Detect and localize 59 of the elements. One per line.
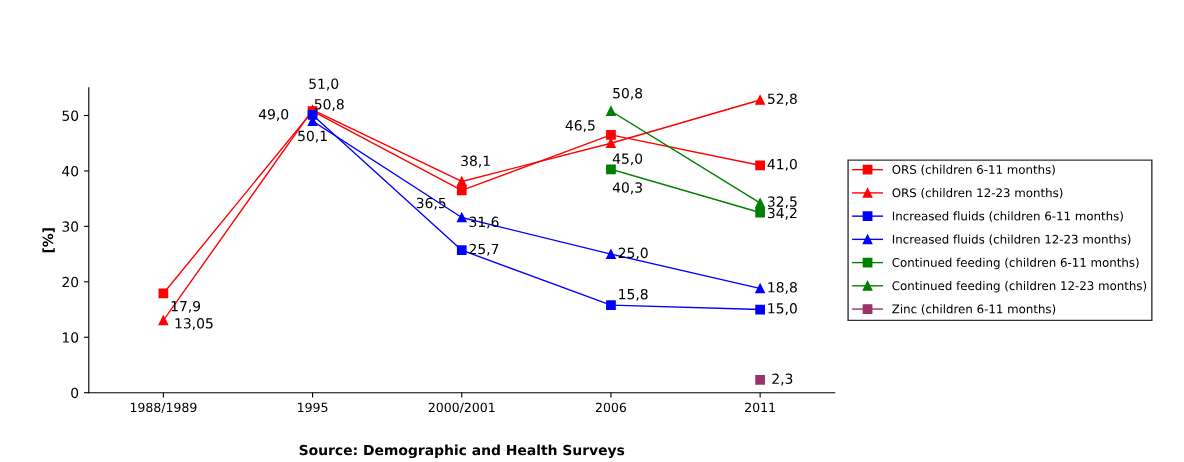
point	[755, 207, 765, 218]
data-label: 41,0	[767, 158, 797, 171]
y-tick-label: 30	[62, 221, 79, 232]
point	[755, 198, 765, 208]
data-label: 25,0	[618, 247, 648, 260]
point	[606, 106, 616, 116]
x-tick-label: 1995	[298, 402, 328, 413]
data-label: 46,5	[565, 120, 595, 133]
y-tick-label: 40	[62, 165, 79, 177]
data-label: 34,2	[767, 207, 797, 220]
data-label: 45,0	[612, 153, 643, 166]
point	[456, 176, 467, 187]
point	[606, 300, 616, 310]
y-tick-label: 10	[62, 332, 79, 343]
data-label: 50,1	[298, 130, 327, 143]
x-tick-label: 1988/1989	[130, 402, 197, 414]
data-label: 40,3	[612, 182, 642, 195]
point	[606, 164, 616, 175]
data-label: 25,7	[469, 243, 499, 256]
legend-label: Increased fluids (children 12-23 months)	[892, 234, 1131, 246]
point	[456, 212, 467, 223]
x-tick-label: 2011	[745, 402, 775, 413]
legend-label: Zinc (children 6-11 months)	[892, 304, 1056, 315]
point	[606, 130, 616, 140]
legend-label: ORS (children 6-11 months)	[892, 164, 1055, 176]
point	[456, 185, 467, 196]
data-label: 50,8	[613, 87, 643, 100]
point	[755, 283, 765, 294]
point	[755, 95, 765, 105]
point	[606, 249, 616, 259]
point	[158, 315, 169, 326]
x-tick-label: 2006	[595, 402, 627, 413]
y-axis-title: [%]	[42, 228, 55, 253]
legend-label: ORS (children 12-23 months)	[892, 188, 1063, 199]
data-label: 15,0	[768, 303, 797, 315]
x-tick-label: 2000/2001	[428, 402, 495, 414]
point	[755, 160, 765, 171]
y-tick-label: 20	[62, 276, 79, 288]
point	[456, 245, 467, 256]
data-label: 50,8	[314, 99, 344, 111]
data-label: 13,05	[175, 318, 213, 330]
point	[755, 304, 765, 315]
legend-label: Continued feeding (children 6-11 months)	[892, 257, 1139, 270]
y-tick-label: 0	[71, 387, 79, 399]
data-label: 38,1	[461, 155, 490, 168]
y-tick-label: 50	[62, 110, 79, 121]
source-note: Source: Demographic and Health Surveys	[299, 444, 625, 459]
data-label: 52,8	[767, 93, 797, 106]
legend-label: Increased fluids (children 6-11 months)	[892, 211, 1123, 222]
data-label: 49,0	[258, 109, 289, 121]
data-label: 51,0	[309, 78, 339, 91]
data-label: 15,8	[619, 288, 648, 301]
point	[755, 375, 765, 385]
data-label: 18,8	[768, 282, 797, 294]
data-label: 17,9	[171, 300, 201, 313]
data-label: 32,5	[767, 196, 797, 209]
point	[606, 138, 616, 149]
data-label: 2,3	[772, 373, 793, 386]
legend-label: Continued feeding (children 12-23 months)	[892, 280, 1147, 293]
